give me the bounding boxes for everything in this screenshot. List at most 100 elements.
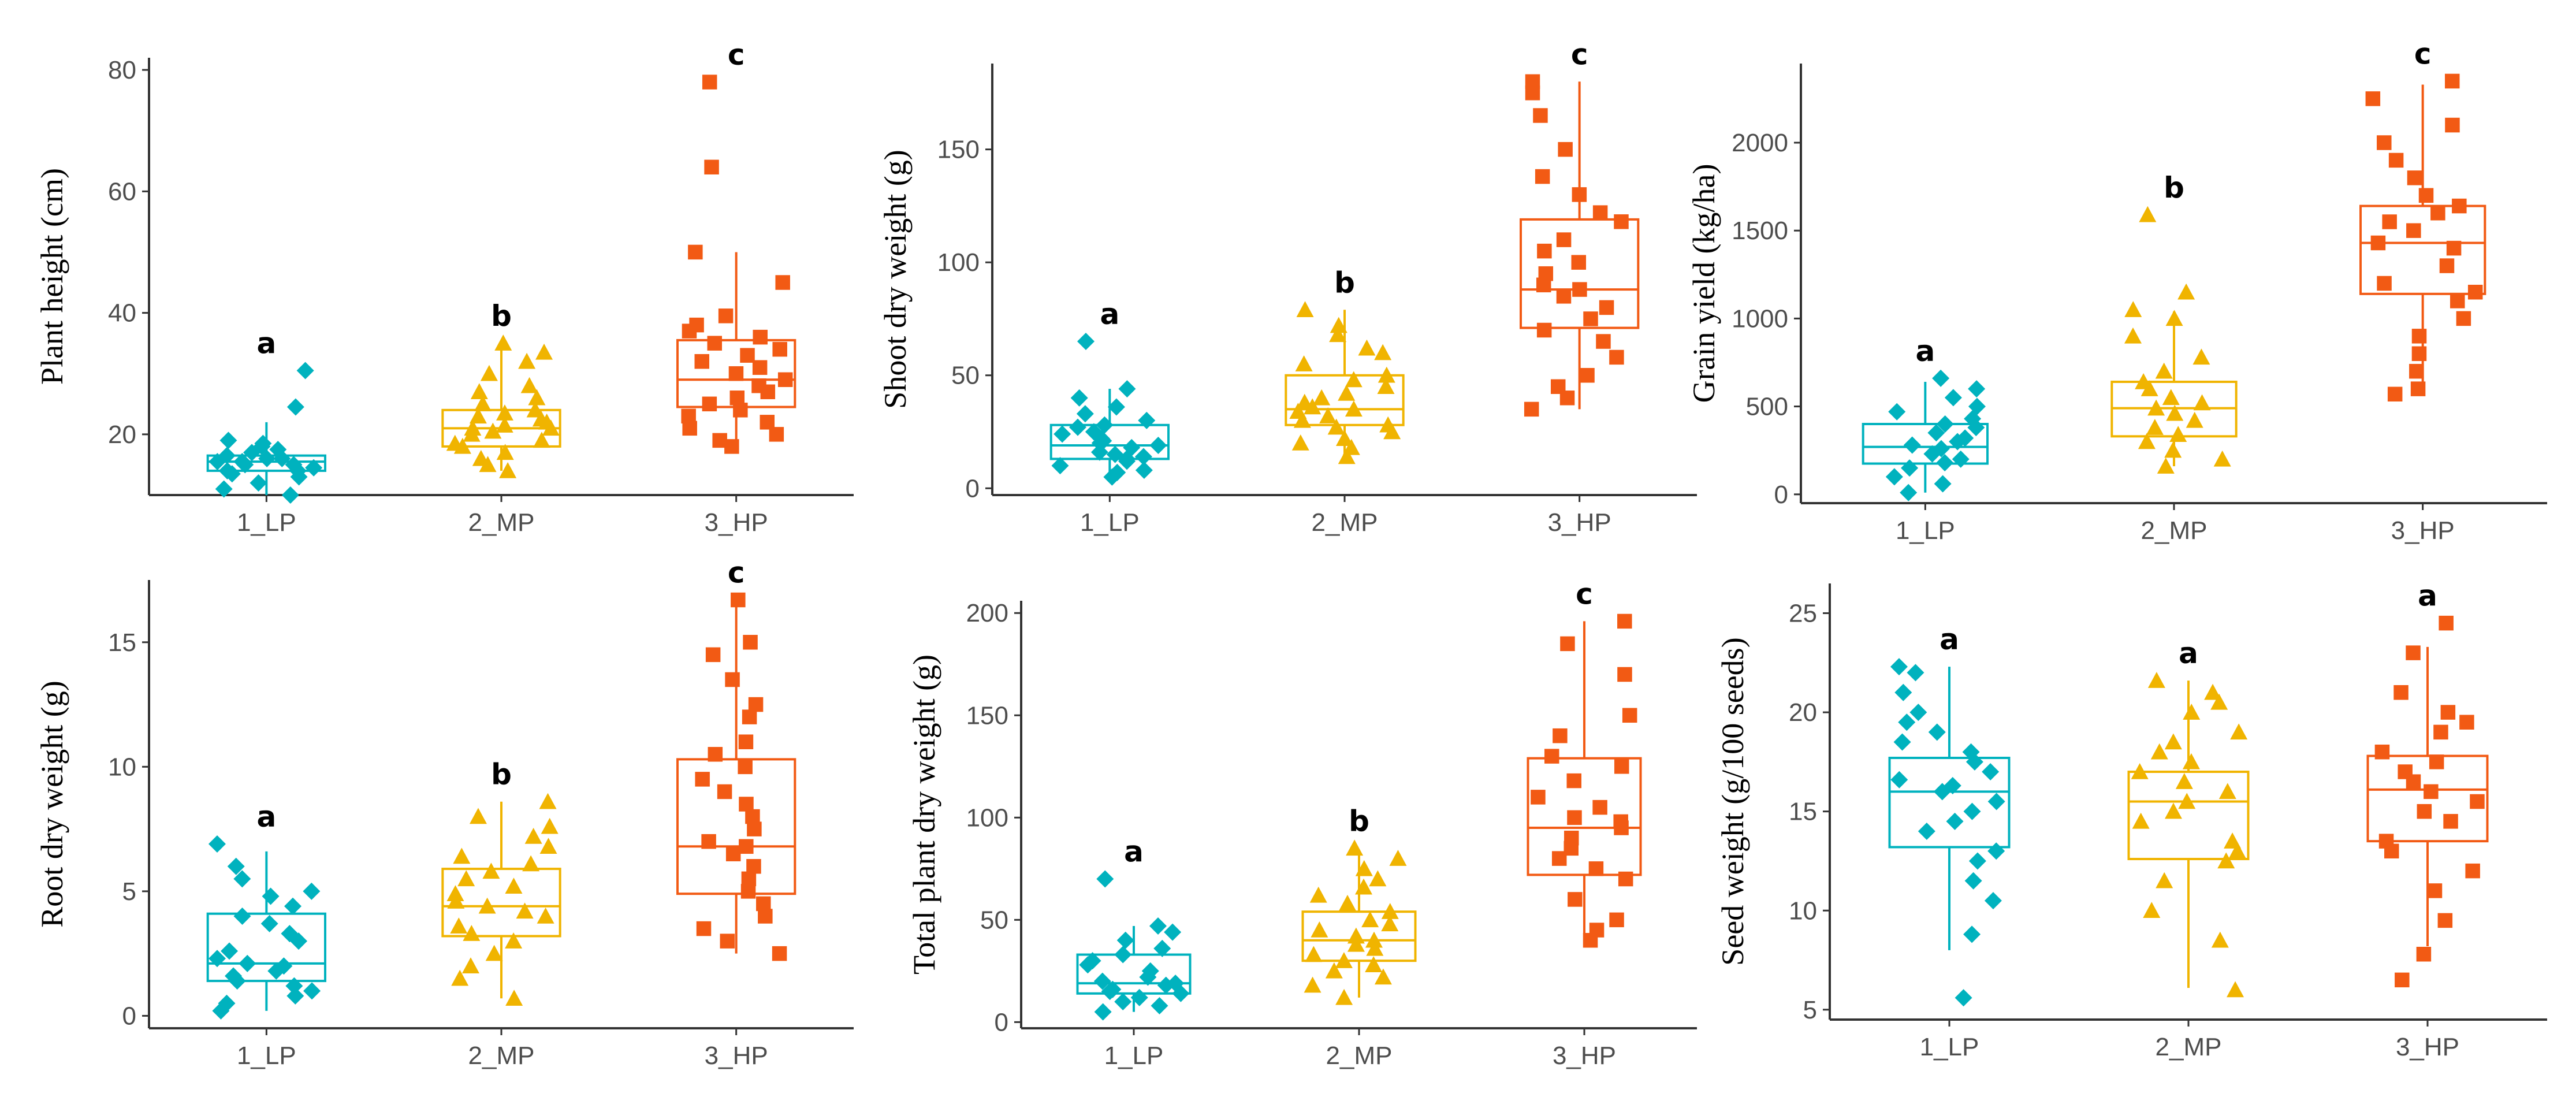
data-point [2377,135,2392,150]
box [1285,374,1405,426]
data-point [681,408,696,424]
y-axis-title: Total plant dry weight (g) [907,655,941,975]
data-point [254,434,272,452]
x-tick-label: 2_MP [2156,1033,2222,1061]
data-point [1614,759,1629,774]
data-point [2439,258,2455,273]
data-point [2378,834,2394,849]
box [441,868,561,938]
data-point [286,987,304,1005]
data-point [777,372,793,387]
data-point [1524,401,1539,417]
data-point [1556,232,1572,247]
data-point [2138,433,2156,449]
data-point [2465,863,2480,879]
data-point [469,808,487,824]
data-point [1291,434,1309,451]
data-point [2124,301,2142,317]
data-point [1084,952,1101,970]
significance-letter: a [1940,623,1959,656]
data-point [1888,403,1906,421]
y-tick-label: 40 [108,299,136,328]
data-point [1149,917,1167,935]
data-point [2164,733,2182,750]
data-point [1309,886,1327,903]
y-tick-label: 0 [966,474,980,503]
data-point [701,834,716,849]
data-point [1289,403,1307,419]
data-point [772,341,787,357]
y-tick-label: 0 [995,1008,1008,1036]
data-point [725,672,740,687]
data-point [1536,322,1552,338]
data-point [2147,399,2165,416]
significance-letter: c [728,38,745,72]
data-point [281,925,299,943]
data-point [446,885,464,901]
data-point [1355,878,1373,895]
data-point [742,709,757,724]
panel-seed-weight: 5 10 15 20 25 Seed weight (g/100 seeds) 1_LP a 2… [1715,579,2547,1061]
data-point [1927,424,1945,442]
data-point [499,462,517,478]
data-point [2166,404,2184,421]
data-point [2175,773,2193,789]
data-point [738,734,754,749]
data-point [520,377,538,393]
data-point [533,432,550,448]
data-point [2430,205,2445,221]
data-point [1369,870,1387,887]
data-point [1365,931,1383,948]
data-point [2470,794,2485,809]
data-point [2139,206,2157,222]
data-point [1378,366,1395,383]
data-point [2395,972,2410,988]
data-point [1572,187,1587,202]
data-point [286,398,304,416]
data-point [2210,693,2228,710]
data-point [219,432,237,449]
data-point [2177,283,2195,300]
data-point [480,365,498,381]
y-tick-label: 60 [108,177,136,206]
data-point [457,870,475,887]
data-point [1342,438,1360,455]
data-point [1946,812,1964,830]
data-point [1893,733,1911,751]
data-point [1934,475,1952,493]
data-point [1583,311,1598,326]
y-tick-label: 5 [1803,996,1817,1024]
y-tick-label: 15 [108,629,136,657]
data-point [2406,645,2421,660]
data-point [1890,658,1908,676]
data-point [2437,913,2453,928]
data-point [1556,289,1572,304]
data-point [2374,744,2390,760]
data-point [1123,438,1141,456]
box [676,758,796,895]
data-point [2407,170,2422,185]
data-point [2211,931,2229,948]
data-point [1366,939,1384,956]
data-point [2411,346,2427,362]
data-point [707,336,723,351]
significance-letter: a [256,326,276,360]
data-point [2224,832,2242,849]
data-point [218,447,236,464]
data-point [1141,962,1159,980]
data-point [1987,793,2005,810]
data-point [1338,448,1356,464]
significance-letter: a [1100,298,1119,331]
data-point [463,925,481,941]
data-point [2227,981,2244,998]
data-point [1944,777,1961,795]
data-point [1096,870,1114,888]
data-point [526,401,544,418]
data-point [1365,956,1383,972]
data-point [760,415,775,430]
data-point [2433,724,2448,740]
data-point [2393,685,2409,700]
data-point [1076,405,1094,423]
data-point [1613,814,1628,830]
data-point [1377,378,1395,395]
